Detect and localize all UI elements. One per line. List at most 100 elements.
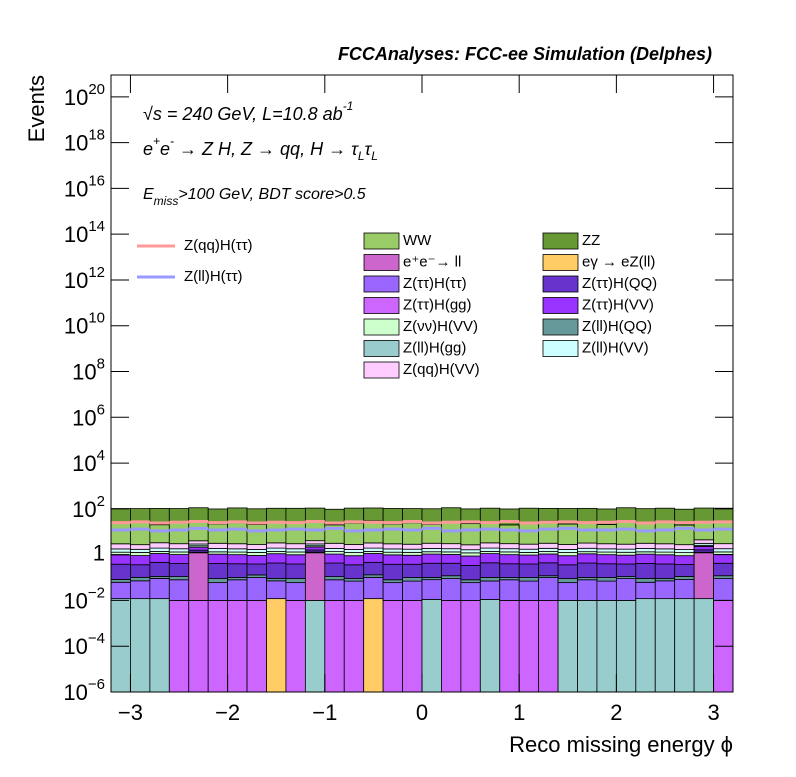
bar-segment	[558, 553, 577, 556]
legend-swatch	[543, 298, 578, 314]
bar-segment	[714, 508, 733, 522]
bar-segment	[325, 554, 344, 563]
bar-segment	[714, 554, 733, 563]
bar-segment	[714, 579, 733, 601]
bar-segment	[383, 549, 402, 552]
bar-segment	[519, 508, 538, 523]
bar-segment	[208, 564, 227, 579]
bar-segment	[150, 599, 169, 692]
bar-segment	[111, 599, 130, 692]
bar-segment	[558, 583, 577, 601]
bar-segment	[441, 576, 460, 579]
bar-segment	[675, 599, 694, 692]
bar-segment	[422, 548, 441, 551]
bar-segment	[655, 555, 674, 564]
bar-segment	[286, 555, 305, 564]
y-tick-base: 10	[64, 130, 88, 155]
bar-segment	[403, 523, 422, 545]
bar-segment	[247, 545, 266, 550]
bar-segment	[519, 564, 538, 578]
annotation-sup: +	[153, 134, 160, 148]
x-tick-label: −3	[118, 700, 143, 725]
bar-segment	[169, 549, 188, 552]
bar-segment	[558, 600, 577, 692]
y-tick-exponent: 16	[88, 172, 105, 189]
y-tick-base: 10	[63, 680, 87, 705]
bar-segment	[539, 600, 558, 692]
bar-segment	[597, 564, 616, 578]
bar-segment	[189, 521, 208, 541]
bar-segment	[150, 525, 169, 543]
bar-segment	[130, 599, 149, 692]
bar-segment	[539, 554, 558, 563]
bar-segment	[403, 564, 422, 577]
y-tick-exponent: 4	[97, 447, 105, 464]
bar-segment	[325, 543, 344, 548]
legend-label: Z(ττ)H(VV)	[582, 296, 654, 313]
bar-segment	[286, 564, 305, 579]
bar-segment	[344, 565, 363, 579]
bar-segment	[636, 578, 655, 582]
bar-segment	[111, 564, 130, 579]
bar-segment	[150, 578, 169, 598]
bar-segment	[403, 555, 422, 564]
bar-segment	[636, 543, 655, 548]
annotation-text: >100 GeV, BDT score>0.5	[178, 186, 365, 203]
bar-segment	[636, 563, 655, 578]
bar-segment	[441, 554, 460, 563]
legend-label: Z(qq)H(VV)	[403, 361, 480, 378]
bar-segment	[461, 600, 480, 692]
bar-segment	[616, 552, 635, 555]
bar-segment	[480, 508, 499, 522]
legend-label: Z(ll)H(VV)	[582, 339, 649, 356]
bar-segment	[403, 581, 422, 600]
bar-segment	[441, 522, 460, 544]
bar-segment	[403, 549, 422, 552]
bar-segment	[578, 554, 597, 563]
bar-segment	[597, 549, 616, 552]
bar-segment	[655, 522, 674, 543]
bar-segment	[636, 548, 655, 551]
bar-segment	[130, 522, 149, 545]
legend-swatch	[364, 276, 399, 292]
y-tick-base: 10	[72, 405, 96, 430]
bar-segment	[305, 600, 324, 692]
bar-segment	[480, 543, 499, 548]
legend-label: Z(νν)H(VV)	[403, 318, 478, 335]
bar-segment	[519, 581, 538, 600]
bar-segment	[169, 564, 188, 577]
bar-segment	[403, 578, 422, 582]
bar-segment	[539, 548, 558, 551]
bar-segment	[267, 599, 286, 692]
bar-segment	[655, 549, 674, 552]
bar-segment	[111, 555, 130, 564]
bar-segment	[558, 545, 577, 550]
bar-segment	[130, 577, 149, 580]
bar-segment	[422, 543, 441, 548]
bar-segment	[267, 508, 286, 521]
bar-segment	[714, 576, 733, 579]
x-tick-label: 0	[416, 700, 428, 725]
legend-label: Z(ll)H(gg)	[403, 339, 466, 356]
bar-segment	[364, 599, 383, 692]
bar-segment	[325, 600, 344, 692]
bar-segment	[480, 548, 499, 551]
bar-segment	[539, 521, 558, 543]
bar-segment	[267, 543, 286, 548]
y-tick-base: 10	[63, 588, 87, 613]
bar-segment	[500, 555, 519, 564]
annotation-text: e	[143, 139, 153, 159]
bar-segment	[208, 543, 227, 548]
bar-segment	[130, 565, 149, 578]
bar-segment	[267, 581, 286, 599]
bar-segment	[169, 523, 188, 544]
bar-segment	[286, 549, 305, 552]
bar-segment	[519, 555, 538, 564]
x-tick-label: −2	[215, 700, 240, 725]
x-tick-label: 2	[610, 700, 622, 725]
bar-segment	[500, 564, 519, 578]
bar-segment	[616, 564, 635, 577]
legend-swatch	[364, 298, 399, 314]
bar-segment	[422, 554, 441, 563]
bar-segment	[636, 523, 655, 543]
